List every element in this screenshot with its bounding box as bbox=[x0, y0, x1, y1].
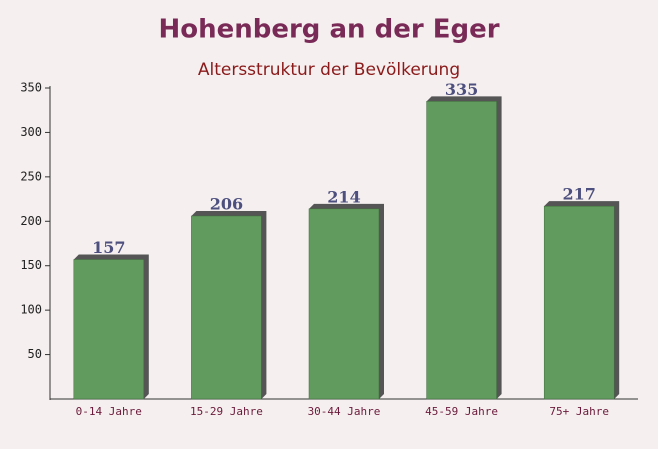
bar bbox=[426, 101, 497, 400]
value-label: 335 bbox=[445, 80, 478, 99]
chart-title: Hohenberg an der Eger bbox=[158, 15, 499, 45]
bar bbox=[73, 259, 145, 400]
value-label: 217 bbox=[562, 185, 595, 204]
chart-subtitle: Altersstruktur der Bevölkerung bbox=[198, 60, 460, 80]
x-tick-label: 15-29 Jahre bbox=[190, 405, 263, 418]
bar bbox=[308, 208, 380, 400]
x-tick-label: 75+ Jahre bbox=[549, 405, 609, 418]
y-tick-label: 50 bbox=[28, 347, 42, 361]
value-label: 157 bbox=[92, 238, 125, 257]
y-tick-label: 350 bbox=[20, 81, 42, 95]
x-tick-label: 30-44 Jahre bbox=[308, 405, 381, 418]
bar bbox=[191, 215, 262, 400]
y-tick-label: 150 bbox=[20, 258, 42, 272]
y-tick-label: 100 bbox=[20, 303, 42, 317]
bar bbox=[543, 205, 615, 400]
y-tick-label: 250 bbox=[20, 169, 42, 183]
x-tick-label: 45-59 Jahre bbox=[425, 405, 498, 418]
x-tick-label: 0-14 Jahre bbox=[76, 405, 142, 418]
value-label: 214 bbox=[327, 187, 360, 206]
y-tick-label: 200 bbox=[20, 214, 42, 228]
y-tick-label: 300 bbox=[20, 125, 42, 139]
value-label: 206 bbox=[210, 194, 243, 213]
